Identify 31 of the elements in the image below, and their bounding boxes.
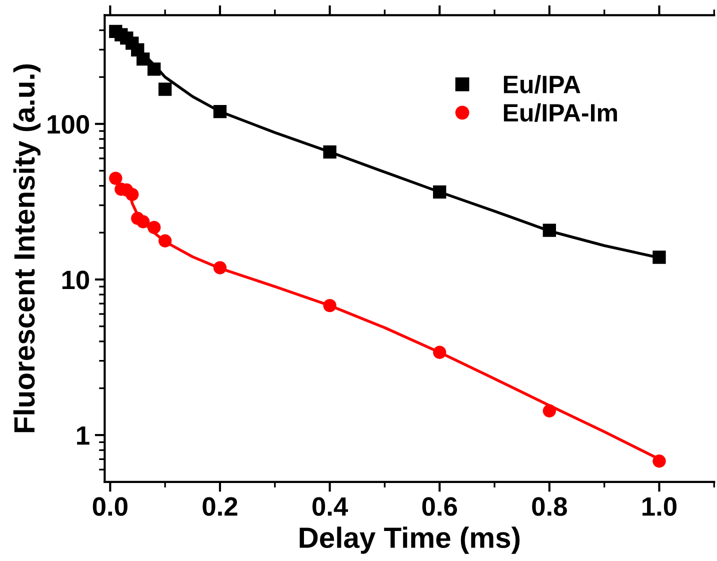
point bbox=[126, 188, 139, 202]
x-tick-label: 0.2 bbox=[202, 497, 238, 516]
point bbox=[148, 220, 161, 234]
x-tick-label: 0.8 bbox=[532, 497, 567, 516]
y-tick-label: 1 bbox=[77, 426, 90, 445]
x-tick-label: 1.0 bbox=[642, 497, 676, 516]
x-tick-label: 0.0 bbox=[92, 497, 128, 516]
point bbox=[158, 234, 172, 248]
point bbox=[652, 454, 666, 468]
legend-label: Eu/IPA-Im bbox=[504, 103, 617, 122]
point bbox=[323, 145, 336, 159]
point bbox=[652, 250, 666, 264]
y-axis-title: Fluorescent Intensity (a.u.) bbox=[13, 64, 41, 432]
point bbox=[136, 52, 150, 66]
y-tick-label: 100 bbox=[48, 115, 90, 134]
point bbox=[109, 172, 122, 185]
point bbox=[542, 224, 556, 237]
point bbox=[433, 185, 446, 199]
x-tick-label: 0.4 bbox=[312, 497, 348, 516]
point bbox=[323, 298, 336, 312]
point bbox=[213, 104, 227, 118]
point bbox=[542, 404, 556, 418]
x-tick-label: 0.6 bbox=[422, 497, 457, 516]
x-axis-title: Delay Time (ms) bbox=[300, 526, 520, 554]
point bbox=[148, 62, 161, 76]
y-tick-label: 10 bbox=[62, 270, 90, 290]
point bbox=[213, 261, 227, 274]
point bbox=[433, 346, 446, 359]
point bbox=[158, 82, 172, 96]
legend-label: Eu/IPA bbox=[504, 74, 580, 94]
point bbox=[136, 215, 150, 228]
